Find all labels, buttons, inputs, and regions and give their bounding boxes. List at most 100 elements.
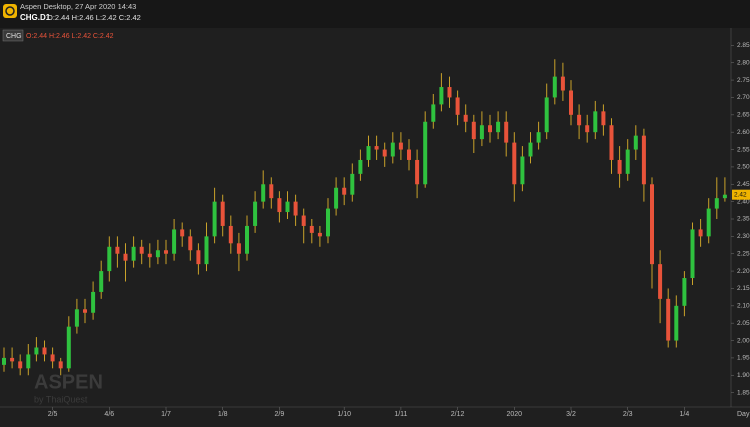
x-tick-label: 1/10	[337, 411, 351, 418]
watermark-sub: by ThaiQuest	[34, 394, 88, 404]
candle-body	[706, 208, 711, 237]
candle-body	[641, 135, 646, 185]
y-tick-label: 1.90	[737, 372, 750, 379]
candle-body	[674, 305, 679, 341]
candle-body	[34, 347, 39, 355]
y-tick-label: 2.75	[737, 77, 750, 84]
candle-body	[220, 201, 225, 226]
candle-body	[245, 225, 249, 254]
candle-body	[577, 114, 582, 126]
x-tick-label: 2020	[507, 411, 523, 418]
candle-body	[536, 132, 541, 143]
candle-body	[439, 87, 444, 105]
candle-body	[423, 121, 428, 185]
watermark: ASPEN	[34, 371, 103, 393]
app-icon	[3, 4, 17, 18]
candle-body	[682, 278, 687, 306]
candle-body	[658, 264, 663, 299]
candle-body	[552, 76, 557, 98]
y-tick-label: 2.30	[737, 233, 750, 240]
last-price-box	[732, 189, 750, 200]
y-tick-label: 2.10	[737, 303, 750, 310]
candle-body	[58, 361, 63, 369]
candle-body	[463, 114, 468, 122]
candle-body	[164, 250, 168, 254]
candle-body	[690, 229, 695, 279]
candle-body	[601, 111, 606, 126]
candle-body	[569, 90, 573, 115]
y-tick-label: 2.50	[737, 164, 750, 171]
candle-body	[415, 159, 420, 185]
app-icon-glyph	[5, 6, 15, 16]
candle-body	[309, 225, 314, 233]
y-tick-label: 2.25	[737, 250, 750, 257]
candle-body	[666, 298, 671, 341]
candle-body	[326, 208, 330, 237]
candle-body	[520, 156, 525, 185]
x-tick-label: 2/12	[451, 411, 465, 418]
candle-body	[253, 201, 258, 226]
candle-body	[504, 121, 509, 143]
x-tick-label: 1/8	[218, 411, 228, 418]
x-axis-label: Day	[737, 411, 750, 418]
candle-body	[107, 246, 112, 272]
header-bar	[0, 0, 750, 28]
candle-body	[261, 184, 266, 202]
candle-body	[26, 354, 31, 369]
candle-body	[269, 184, 274, 199]
candle-body	[2, 357, 6, 365]
y-tick-label: 2.60	[737, 129, 750, 136]
candle-body	[398, 142, 403, 150]
y-tick-label: 2.15	[737, 285, 750, 292]
y-tick-label: 2.40	[737, 198, 750, 205]
candle-body	[42, 347, 47, 355]
candle-body	[698, 229, 703, 237]
candle-body	[714, 198, 719, 209]
candle-body	[99, 271, 104, 292]
y-tick-label: 1.95	[737, 355, 750, 362]
y-tick-label: 2.85	[737, 42, 750, 49]
app-title: Aspen Desktop, 27 Apr 2020 14:43	[20, 2, 136, 11]
y-tick-label: 2.35	[737, 216, 750, 223]
candle-body	[18, 361, 23, 369]
candle-body	[358, 159, 363, 174]
y-tick-label: 2.70	[737, 94, 750, 101]
candle-body	[650, 184, 654, 265]
candle-body	[180, 229, 185, 237]
last-price-label: 2.42	[734, 191, 747, 198]
candle-body	[236, 243, 241, 254]
header-ohlc: O:2.44 H:2.46 L:2.42 C:2.42	[47, 13, 141, 22]
candle-body	[455, 97, 460, 115]
candle-body	[342, 187, 347, 195]
y-tick-label: 2.65	[737, 112, 750, 119]
candle-body	[277, 198, 282, 213]
x-tick-label: 2/5	[48, 411, 58, 418]
candle-body	[374, 146, 379, 150]
candle-body	[285, 201, 290, 213]
legend-symbol: CHG	[6, 33, 22, 40]
candle-body	[512, 142, 517, 185]
candle-body	[74, 309, 79, 327]
candle-body	[479, 125, 484, 140]
candle-body	[172, 229, 177, 254]
candle-body	[633, 135, 638, 150]
candle-body	[131, 246, 136, 261]
candle-body	[617, 159, 622, 174]
candle-body	[334, 187, 339, 209]
candle-body	[155, 250, 160, 258]
candle-body	[447, 87, 452, 98]
candle-body	[66, 326, 71, 369]
candle-body	[228, 225, 233, 244]
candle-body	[188, 236, 193, 251]
candle-body	[560, 76, 565, 91]
y-tick-label: 2.80	[737, 59, 750, 66]
candle-body	[593, 111, 598, 133]
candle-body	[528, 142, 533, 157]
y-tick-label: 2.20	[737, 268, 750, 275]
candle-body	[585, 125, 590, 133]
y-tick-label: 2.05	[737, 320, 750, 327]
candle-body	[196, 250, 201, 265]
candle-body	[544, 97, 549, 133]
x-tick-label: 1/4	[680, 411, 690, 418]
